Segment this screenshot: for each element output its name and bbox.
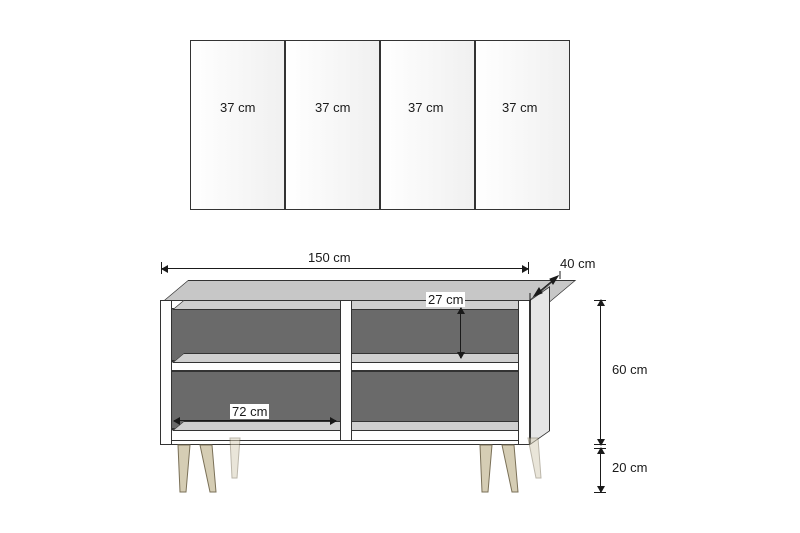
dim-20-tick-t <box>594 448 606 449</box>
dim-72-line <box>174 420 336 421</box>
dim-20-label: 20 cm <box>612 460 647 475</box>
dim-20-line <box>600 448 601 492</box>
dim-72-label: 72 cm <box>230 404 269 419</box>
diagram-stage: 37 cm 37 cm 37 cm 37 cm <box>0 0 800 533</box>
dim-20-tick-b <box>594 492 606 493</box>
dim-40-line <box>0 0 800 533</box>
dim-60-label: 60 cm <box>612 362 647 377</box>
dim-27-line <box>460 308 461 358</box>
dim-60-line <box>600 300 601 445</box>
dim-27-label: 27 cm <box>426 292 465 307</box>
dim-60-tick-t <box>594 300 606 301</box>
dim-60-tick-b <box>594 444 606 445</box>
